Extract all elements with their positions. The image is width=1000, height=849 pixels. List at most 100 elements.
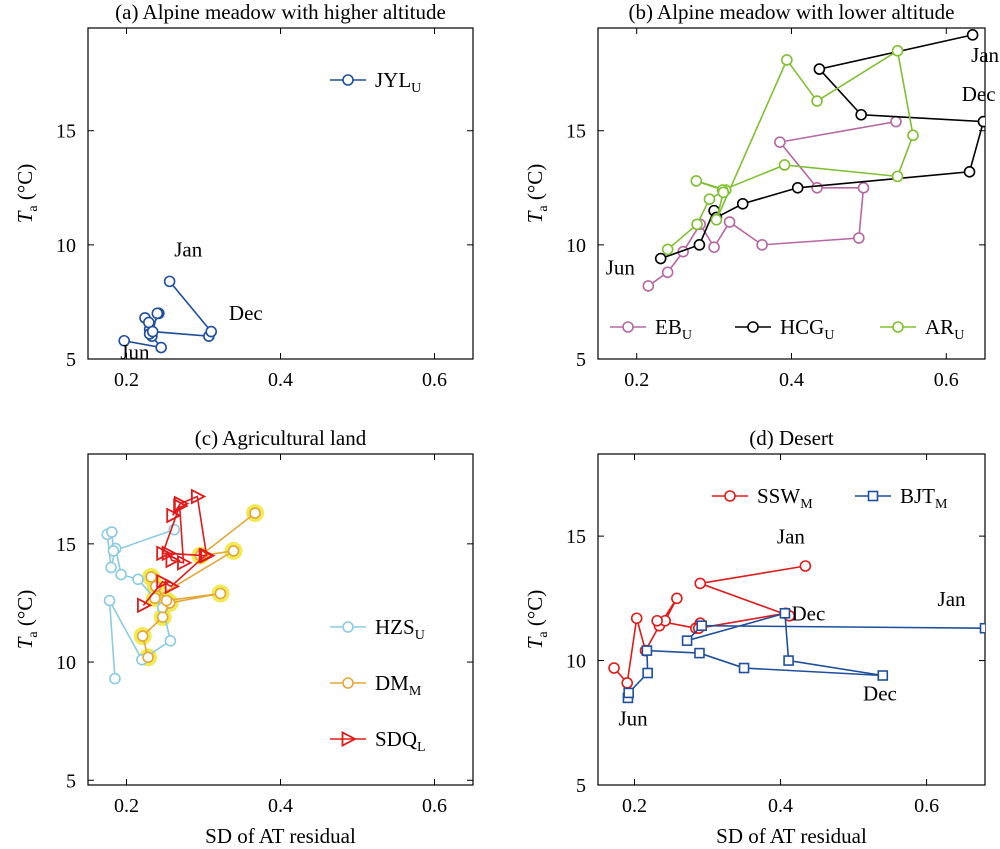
data-point (166, 507, 182, 524)
legend-label: ARU (925, 315, 964, 343)
legend-name: EB (655, 315, 682, 339)
panel-c: (c) Agricultural land 0.2 0.4 0.6 5 10 15 Ta (°… (13, 426, 474, 848)
y-axis-subscript: a (26, 631, 41, 638)
data-point (641, 645, 653, 656)
legend-marker (724, 490, 736, 502)
legend-item: JYLU (330, 68, 421, 96)
y-axis-symbol: T (523, 210, 547, 223)
legend-name: SDQ (375, 727, 417, 751)
data-point (694, 647, 705, 659)
legend-item: ARU (880, 315, 964, 343)
legend-label: SDQL (375, 727, 426, 755)
y-axis-symbol: T (523, 636, 547, 649)
data-point (156, 611, 169, 623)
annotation: Dec (962, 82, 996, 106)
data-point (107, 545, 120, 557)
data-point (623, 687, 634, 699)
series-jyl (118, 275, 217, 354)
series-dm (136, 507, 261, 664)
series-line (647, 120, 897, 287)
data-point (608, 662, 620, 674)
y-tick-label: 15 (566, 121, 586, 143)
data-point (145, 571, 157, 583)
legend-subscript: U (954, 328, 964, 343)
legend-marker (342, 621, 354, 633)
legend-subscript: U (682, 328, 692, 343)
data-point (142, 651, 154, 664)
data-point (979, 622, 985, 634)
series-sdq (137, 488, 216, 614)
y-axis-unit: (°C) (523, 164, 547, 206)
data-point (661, 243, 674, 256)
data-point (136, 630, 149, 642)
legend-name: DM (375, 671, 409, 695)
series-eb (642, 115, 902, 292)
legend-subscript: U (415, 628, 425, 643)
data-point (164, 634, 177, 647)
data-point (783, 655, 794, 666)
data-point (115, 568, 127, 581)
data-point (811, 95, 823, 107)
annotation: Jan (938, 587, 966, 611)
x-tick-label: 0.4 (268, 369, 293, 391)
data-point (146, 325, 159, 338)
data-point (877, 670, 889, 681)
legend-item: DMM (330, 671, 422, 699)
data-point (105, 561, 117, 574)
legend-subscript: M (935, 497, 948, 512)
legend-label: BJTM (900, 484, 948, 512)
x-tick-label: 0.2 (622, 795, 647, 817)
data-point (708, 241, 720, 253)
y-axis-unit: (°C) (13, 590, 37, 632)
legend-item: SDQL (330, 727, 426, 755)
plot-data (101, 488, 265, 685)
annotation: Jan (174, 237, 202, 261)
legend-label: SSWM (757, 484, 813, 512)
y-axis-unit: (°C) (13, 164, 37, 206)
data-point (710, 213, 723, 226)
legend-subscript: M (800, 497, 813, 512)
plot-frame (597, 453, 986, 786)
legend-subscript: U (411, 81, 421, 96)
data-point (161, 545, 178, 562)
legend-item: EBU (610, 315, 692, 343)
x-tick-label: 0.4 (268, 795, 293, 817)
y-tick-label: 15 (56, 121, 76, 143)
data-point (855, 108, 867, 121)
data-point (642, 667, 653, 679)
data-point (103, 594, 116, 607)
annotation: Jun (618, 706, 648, 730)
series-ar (661, 45, 919, 256)
x-tick-label: 0.2 (624, 369, 649, 391)
series-line (142, 495, 208, 606)
legend-subscript: L (417, 740, 426, 755)
data-point (738, 662, 750, 674)
data-point (791, 181, 804, 194)
data-point (977, 115, 985, 128)
y-tick-label: 10 (566, 651, 586, 673)
data-point (907, 129, 919, 142)
data-point (621, 677, 634, 689)
series-bjt (622, 607, 985, 704)
y-tick-label: 5 (66, 770, 76, 792)
data-point (696, 620, 707, 632)
data-point (118, 334, 130, 347)
annotation: Dec (792, 602, 826, 626)
chart-title: (d) Desert (749, 426, 834, 450)
x-axis-label: SD of AT residual (205, 824, 356, 848)
data-point (778, 159, 791, 171)
data-point (151, 307, 164, 320)
data-point (853, 232, 865, 244)
plot-data (118, 275, 217, 354)
annotation: Jun (606, 256, 636, 280)
legend-name: BJT (900, 484, 935, 508)
legend-marker (892, 321, 904, 333)
data-point (164, 578, 181, 595)
y-tick-label: 5 (576, 775, 586, 797)
data-point (717, 186, 730, 199)
plot-frame (597, 27, 986, 360)
y-axis-subscript: a (536, 631, 551, 638)
chart-title: (c) Agricultural land (195, 426, 367, 450)
annotation: Dec (229, 301, 263, 325)
y-axis-label: Ta (°C) (13, 164, 41, 224)
